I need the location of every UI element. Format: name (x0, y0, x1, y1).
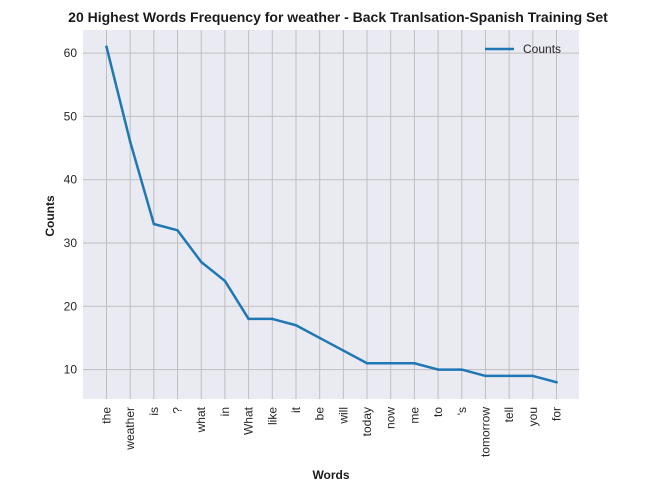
y-tick-label: 10 (64, 363, 78, 377)
legend: Counts (485, 42, 561, 56)
data-point (460, 368, 464, 371)
data-point (105, 45, 108, 49)
data-point (247, 317, 250, 321)
data-point (413, 361, 416, 365)
x-gridlines (106, 30, 557, 399)
data-point (484, 374, 487, 378)
x-tick-label: to (431, 407, 445, 417)
data-point (507, 374, 511, 378)
series-layer (105, 45, 558, 384)
x-tick-label: now (384, 407, 398, 429)
x-tick-label: like (265, 407, 279, 425)
data-point (294, 324, 298, 327)
y-tick-label: 40 (64, 173, 78, 187)
x-tick-label: you (526, 407, 540, 426)
x-axis-label: Words (312, 468, 349, 482)
y-axis-label: Counts (43, 195, 57, 237)
x-tick-label: will (336, 407, 350, 425)
x-tick-label: in (218, 407, 232, 416)
x-tick-label: for (550, 407, 564, 421)
data-point (199, 260, 203, 264)
data-point (531, 374, 535, 378)
y-tick-label: 30 (64, 236, 78, 250)
x-tick-label: 's (455, 407, 469, 415)
x-tick-label: What (242, 406, 256, 435)
data-point (555, 380, 558, 384)
x-tick-labels: the weather is? what in What like it be will today… (100, 406, 564, 457)
data-point (365, 361, 369, 365)
data-point (128, 140, 132, 143)
x-tick-label: the (100, 407, 114, 424)
x-tick-label: tomorrow (478, 407, 492, 457)
x-tick-label: ? (171, 407, 185, 414)
x-tick-label: today (360, 407, 374, 436)
x-tick-label: tell (502, 407, 516, 422)
y-tick-labels: 10 20 30 40 50 60 (64, 46, 78, 376)
plot-area (83, 30, 579, 399)
x-tick-label: be (313, 407, 327, 421)
data-point (271, 317, 274, 321)
y-tick-label: 50 (64, 109, 78, 123)
data-point (318, 336, 321, 340)
x-tick-label: me (407, 407, 421, 424)
data-point (223, 279, 227, 283)
data-point (342, 349, 345, 352)
series-line-counts (105, 45, 558, 384)
data-point (152, 222, 156, 226)
x-tick-label: it (289, 406, 303, 413)
data-point (389, 361, 392, 365)
x-tick-label: weather (123, 407, 137, 451)
data-point (436, 368, 440, 371)
y-tick-label: 60 (64, 46, 78, 60)
legend-label-counts: Counts (523, 42, 561, 56)
x-tick-label: is (147, 407, 161, 416)
data-point (176, 229, 179, 232)
y-tick-label: 20 (64, 299, 78, 313)
chart-title: 20 Highest Words Frequency for weather -… (68, 9, 608, 25)
x-tick-label: what (194, 406, 208, 433)
y-gridlines (83, 52, 579, 371)
